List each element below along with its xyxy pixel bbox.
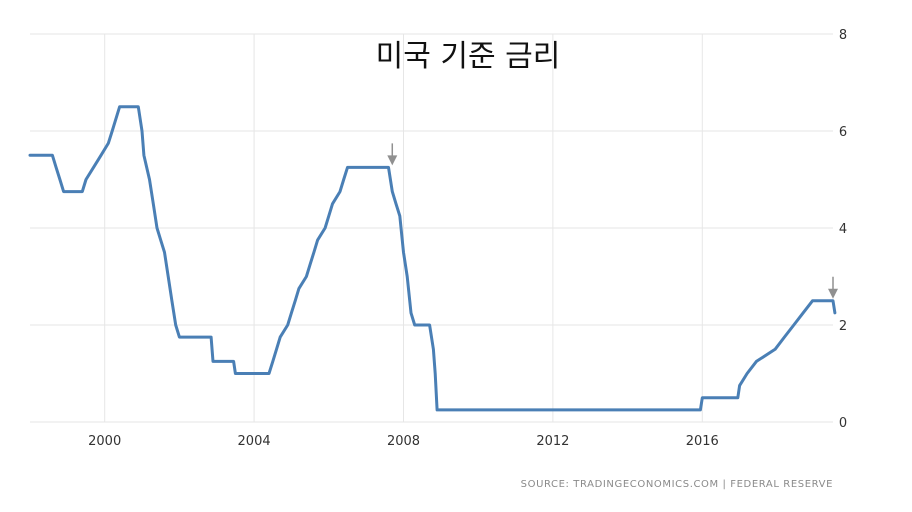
y-tick-label: 8: [839, 28, 847, 43]
chart-title: 미국 기준 금리: [376, 39, 561, 74]
y-axis-ticks: 0 2 4 6 8: [839, 28, 847, 431]
x-tick-label: 2012: [536, 434, 569, 449]
marker-arrow: [387, 143, 398, 166]
x-tick-label: 2016: [686, 434, 719, 449]
marker-arrow: [828, 276, 838, 299]
y-tick-label: 0: [839, 416, 847, 431]
source-note: SOURCE: TRADINGECONOMICS.COM | FEDERAL R…: [521, 479, 833, 490]
x-axis-ticks: 2000 2004 2008 2012 2016: [88, 434, 719, 449]
y-tick-label: 6: [839, 125, 847, 140]
y-tick-label: 4: [839, 222, 847, 237]
y-tick-label: 2: [839, 319, 847, 334]
markers-group: [387, 143, 838, 299]
x-tick-label: 2000: [88, 434, 121, 449]
x-tick-label: 2008: [387, 434, 420, 449]
series-group: [28, 105, 837, 412]
grid: [30, 33, 833, 423]
x-tick-label: 2004: [238, 434, 271, 449]
series-line: [28, 105, 837, 412]
